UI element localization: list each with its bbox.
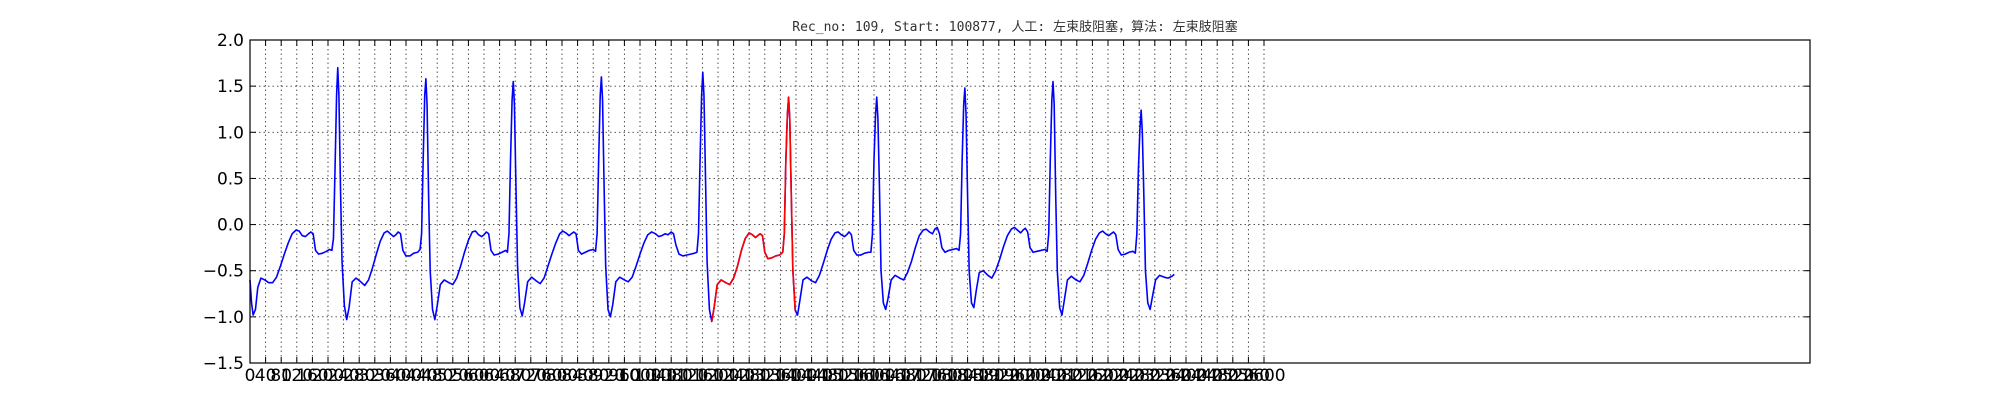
grid-lines — [249, 39, 1810, 364]
signal-series — [249, 66, 1175, 323]
x-tick-label: 520 — [437, 366, 469, 386]
x-tick-label: 960 — [608, 366, 640, 386]
x-tick-label: 1480 — [806, 366, 849, 386]
x-tick-label: 680 — [499, 366, 531, 386]
x-tick-label: 840 — [561, 366, 593, 386]
x-tick-label: 280 — [343, 366, 375, 386]
x-tick-label: 1080 — [650, 366, 693, 386]
x-tick-label: 2280 — [1118, 366, 1161, 386]
x-tick-label: 2080 — [1040, 366, 1083, 386]
x-tick-label: 2440 — [1180, 366, 1223, 386]
x-tick-label: 1040 — [634, 366, 677, 386]
highlighted-beat-segment — [710, 96, 797, 322]
x-tick-label: 200 — [312, 366, 344, 386]
x-tick-label: 400 — [390, 366, 422, 386]
axis-tick-labels: 0 408012016020024028032036040044048052056… — [203, 31, 1286, 386]
x-tick-label: 600 — [468, 366, 500, 386]
x-tick-label: 1560 — [837, 366, 880, 386]
x-tick-label: 0 — [245, 366, 256, 386]
y-tick-label: −0.5 — [203, 262, 244, 282]
y-tick-label: −1.5 — [203, 354, 244, 374]
x-tick-label: 1200 — [696, 366, 739, 386]
y-tick-label: 1.0 — [217, 123, 244, 143]
x-tick-label: 440 — [405, 366, 437, 386]
x-tick-label: 240 — [327, 366, 359, 386]
x-tick-label: 920 — [593, 366, 625, 386]
x-tick-label: 1360 — [759, 366, 802, 386]
x-tick-label: 2040 — [1024, 366, 1067, 386]
x-tick-label: 1520 — [821, 366, 864, 386]
x-tick-label: 1600 — [852, 366, 895, 386]
x-tick-label: 360 — [374, 366, 406, 386]
x-tick-label: 2160 — [1071, 366, 1114, 386]
chart-title: Rec_no: 109, Start: 100877, 人工: 左束肢阻塞，算法… — [792, 19, 1237, 35]
x-tick-label: 1160 — [681, 366, 724, 386]
ecg-signal-line — [249, 66, 1175, 323]
x-tick-label: 480 — [421, 366, 453, 386]
x-tick-label: 1960 — [993, 366, 1036, 386]
x-tick-label: 80 — [270, 366, 292, 386]
x-tick-label: 1120 — [665, 366, 708, 386]
x-tick-label: 2120 — [1055, 366, 1098, 386]
x-tick-label: 1720 — [899, 366, 942, 386]
x-tick-label: 320 — [359, 366, 391, 386]
x-tick-label: 2480 — [1196, 366, 1239, 386]
x-tick-label: 2240 — [1102, 366, 1145, 386]
x-tick-label: 1640 — [868, 366, 911, 386]
x-tick-label: 1840 — [946, 366, 989, 386]
x-tick-label: 760 — [530, 366, 562, 386]
x-tick-label: 1760 — [915, 366, 958, 386]
x-tick-label: 1680 — [884, 366, 927, 386]
x-tick-label: 1400 — [774, 366, 817, 386]
x-tick-label: 720 — [515, 366, 547, 386]
x-tick-label: 2320 — [1133, 366, 1176, 386]
y-tick-label: −1.0 — [203, 308, 244, 328]
x-tick-label: 40 — [255, 366, 277, 386]
x-tick-label: 1440 — [790, 366, 833, 386]
x-tick-label: 1920 — [977, 366, 1020, 386]
y-tick-label: 2.0 — [217, 31, 244, 51]
y-tick-label: 1.5 — [217, 77, 244, 97]
x-tick-label: 2560 — [1227, 366, 1270, 386]
x-tick-label: 560 — [452, 366, 484, 386]
x-tick-label: 2200 — [1086, 366, 1129, 386]
x-tick-label: 1000 — [618, 366, 661, 386]
x-tick-label: 880 — [577, 366, 609, 386]
x-tick-label: 2520 — [1211, 366, 1254, 386]
x-tick-label: 2600 — [1242, 366, 1285, 386]
x-tick-label: 160 — [296, 366, 328, 386]
x-tick-label: 1800 — [930, 366, 973, 386]
x-tick-label: 2400 — [1164, 366, 1207, 386]
x-tick-label: 1240 — [712, 366, 755, 386]
x-tick-label: 1280 — [728, 366, 771, 386]
x-tick-label: 2000 — [1008, 366, 1051, 386]
x-tick-label: 120 — [281, 366, 313, 386]
y-tick-label: 0.0 — [217, 216, 244, 236]
x-tick-label: 640 — [483, 366, 515, 386]
x-tick-label: 800 — [546, 366, 578, 386]
axis-ticks — [249, 39, 1810, 364]
x-tick-label: 2360 — [1149, 366, 1192, 386]
y-tick-label: 0.5 — [217, 169, 244, 189]
x-tick-label: 1320 — [743, 366, 786, 386]
x-tick-label: 1880 — [962, 366, 1005, 386]
